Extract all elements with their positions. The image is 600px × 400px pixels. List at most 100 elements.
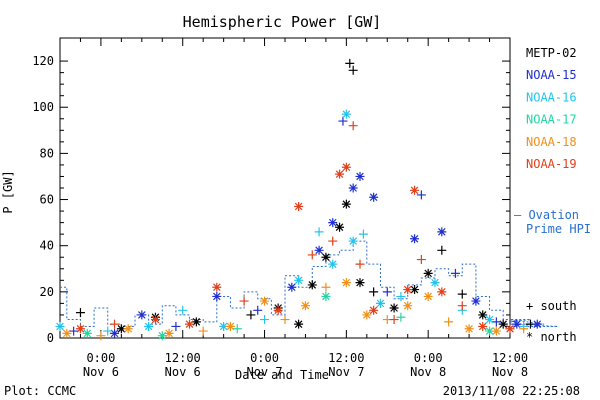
footer-credit: Plot: CCMC <box>4 384 76 398</box>
north-data-point <box>273 305 283 315</box>
legend-ovation-label: — Ovation <box>514 208 579 222</box>
y-tick-label: 20 <box>40 285 54 299</box>
north-data-point <box>191 317 201 327</box>
series-noaa-15 <box>69 116 542 338</box>
south-data-point <box>171 321 181 331</box>
south-data-point <box>69 326 79 336</box>
legend-item-noaa-16: NOAA-16 <box>526 90 577 104</box>
north-data-point <box>341 278 351 288</box>
north-data-point <box>157 331 167 341</box>
north-data-point <box>335 169 345 179</box>
south-data-point <box>75 308 85 318</box>
y-tick-label: 80 <box>40 146 54 160</box>
north-data-point <box>287 282 297 292</box>
north-data-point <box>389 303 399 313</box>
south-data-point <box>396 291 406 301</box>
x-tick-label-time: 12:00 <box>492 351 528 365</box>
north-data-point <box>294 319 304 329</box>
legend-item-noaa-19: NOAA-19 <box>526 157 577 171</box>
north-data-point <box>512 319 522 329</box>
chart-title: Hemispheric Power [GW] <box>183 13 382 31</box>
north-data-point <box>212 282 222 292</box>
south-data-point <box>246 310 256 320</box>
series-metp-02 <box>75 58 535 334</box>
north-data-point <box>437 287 447 297</box>
x-tick-label-time: 0:00 <box>250 351 279 365</box>
north-data-point <box>137 310 147 320</box>
south-data-point <box>358 229 368 239</box>
legend-item-noaa-17: NOAA-17 <box>526 113 577 127</box>
south-data-point <box>260 315 270 325</box>
x-tick-label-time: 0:00 <box>86 351 115 365</box>
x-tick-label-time: 12:00 <box>328 351 364 365</box>
north-data-point <box>478 321 488 331</box>
north-data-point <box>375 298 385 308</box>
north-data-point <box>75 324 85 334</box>
north-data-point <box>341 162 351 172</box>
series-noaa-18 <box>62 278 529 341</box>
north-data-point <box>410 185 420 195</box>
north-data-point <box>62 328 72 338</box>
south-data-point <box>396 312 406 322</box>
north-data-point <box>410 285 420 295</box>
south-data-point <box>355 259 365 269</box>
north-data-point <box>491 326 501 336</box>
x-tick-label-time: 12:00 <box>165 351 201 365</box>
south-data-point <box>416 255 426 265</box>
south-data-point <box>103 326 113 336</box>
south-data-point <box>389 315 399 325</box>
north-data-point <box>369 192 379 202</box>
north-data-point <box>403 285 413 295</box>
south-data-point <box>328 236 338 246</box>
x-axis-label: Date and Time <box>235 368 329 382</box>
north-data-point <box>362 310 372 320</box>
south-data-point <box>178 305 188 315</box>
north-data-point <box>260 296 270 306</box>
legend-item-noaa-18: NOAA-18 <box>526 135 577 149</box>
north-data-point <box>403 301 413 311</box>
y-axis: 0 20 40 60 80 100 120 <box>32 54 510 345</box>
north-data-point <box>410 234 420 244</box>
series-noaa-17 <box>82 291 495 341</box>
x-tick-label-date: Nov 6 <box>83 365 119 379</box>
north-data-point <box>164 328 174 338</box>
north-data-point <box>219 321 229 331</box>
south-data-point <box>450 268 460 278</box>
north-data-point <box>335 222 345 232</box>
south-data-point <box>416 190 426 200</box>
north-data-point <box>355 171 365 181</box>
south-data-point <box>198 326 208 336</box>
south-data-point <box>96 331 106 341</box>
series-noaa-16 <box>55 109 529 336</box>
north-data-point <box>498 319 508 329</box>
y-tick-label: 60 <box>40 193 54 207</box>
legend-item-noaa-15: NOAA-15 <box>526 68 577 82</box>
x-tick-label-date: Nov 6 <box>165 365 201 379</box>
north-data-point <box>328 218 338 228</box>
south-data-point <box>345 58 355 68</box>
north-data-point <box>110 328 120 338</box>
legend-series: METP-02 NOAA-15 NOAA-16 NOAA-17 NOAA-18 NOAA-… <box>526 46 577 171</box>
north-data-point <box>471 296 481 306</box>
south-data-point <box>491 317 501 327</box>
north-data-point <box>341 199 351 209</box>
y-tick-label: 40 <box>40 239 54 253</box>
south-data-point <box>348 121 358 131</box>
north-data-point <box>314 245 324 255</box>
north-data-point <box>423 268 433 278</box>
x-tick-label-date: Nov 8 <box>410 365 446 379</box>
x-tick-label-time: 0:00 <box>414 351 443 365</box>
north-data-point <box>123 324 133 334</box>
legend-item-metp-02: METP-02 <box>526 46 577 60</box>
south-data-point <box>519 324 529 334</box>
x-tick-label-date: Nov 7 <box>246 365 282 379</box>
north-data-point <box>321 291 331 301</box>
south-data-point <box>314 227 324 237</box>
south-data-point <box>253 305 263 315</box>
north-data-point <box>348 236 358 246</box>
north-data-point <box>423 291 433 301</box>
legend-ovation-sublabel: Prime HPI <box>526 222 591 236</box>
south-data-point <box>457 301 467 311</box>
